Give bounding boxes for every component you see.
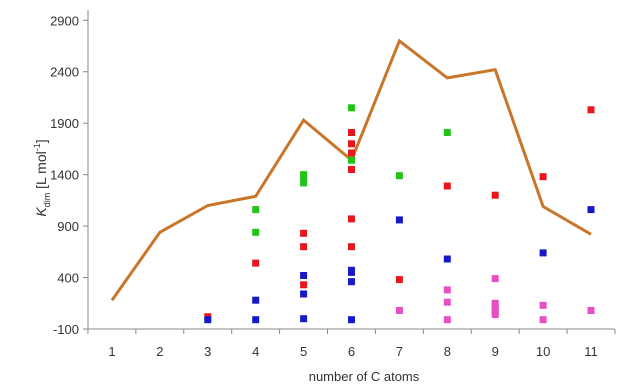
x-tick-label: 9 [492,344,499,359]
data-point [252,228,260,236]
x-tick-label: 6 [348,344,355,359]
data-point [539,173,547,181]
data-point [300,171,308,179]
data-point [395,307,403,314]
data-point [443,182,451,190]
x-tick-label: 11 [584,344,598,359]
data-point [395,172,403,180]
marker-series-3 [204,206,595,324]
data-point [539,316,547,324]
y-tick-label: 1900 [50,116,79,131]
data-point [443,298,451,306]
data-point [204,316,212,324]
data-point [395,216,403,224]
data-point [252,206,260,214]
data-point [587,106,595,114]
data-point [300,290,308,298]
marker-series-1 [204,106,595,321]
x-axis-label: number of C atoms [309,369,420,384]
y-axis-label-unit: [L mol [33,151,49,193]
data-point [395,276,403,284]
data-point [587,307,595,314]
y-axis-label-unit-close: ] [33,139,49,143]
data-point [491,191,499,199]
data-point [443,316,451,324]
marker-series-4 [395,275,595,324]
x-tick-label: 3 [204,344,211,359]
data-point [443,286,451,294]
x-tick-label: 8 [444,344,451,359]
x-tick-label: 7 [396,344,403,359]
data-point [300,272,308,279]
data-point [300,281,308,289]
data-point [348,266,355,274]
data-point [300,179,308,187]
data-point [348,215,355,223]
data-point [348,149,355,157]
data-point [443,255,451,263]
data-point [300,243,308,251]
data-point [252,296,260,304]
y-axis-label-unit-exponent: -1 [32,143,42,151]
x-tick-label: 4 [252,344,259,359]
data-point [300,229,308,237]
data-point [300,315,308,323]
data-point [539,301,547,309]
data-point [491,299,499,307]
y-tick-label: 900 [57,219,79,234]
data-point [348,140,355,148]
data-point [348,129,355,136]
data-point [300,175,308,183]
data-point [491,275,499,283]
marker-series-2 [252,104,451,236]
data-point [348,104,355,112]
x-tick-label: 2 [156,344,163,359]
y-tick-label: 400 [57,271,79,286]
data-point [348,156,355,164]
x-tick-label: 1 [108,344,115,359]
data-point [252,316,260,324]
y-axis-label: Kdim [L mol-1] [32,139,52,216]
axes: -100 400 900 1400 1900 2400 2900 1 2 3 4 5 6 7 8 9 10 11 [50,10,616,359]
y-tick-label: 2900 [50,13,79,28]
points-layer [204,104,595,324]
data-point [348,166,355,173]
data-point [539,249,547,257]
x-tick-label: 5 [300,344,307,359]
y-tick-label: 2400 [50,65,79,80]
data-point [348,243,355,251]
data-point [587,206,595,214]
data-point [443,129,451,136]
data-point [348,278,355,286]
y-tick-label: 1400 [50,168,79,183]
y-axis-label-subscript: dim [42,193,52,208]
y-axis-label-symbol: K [33,207,49,217]
y-tick-label: -100 [53,322,79,337]
data-point [252,259,260,267]
data-point [348,316,355,324]
x-tick-label: 10 [536,344,550,359]
